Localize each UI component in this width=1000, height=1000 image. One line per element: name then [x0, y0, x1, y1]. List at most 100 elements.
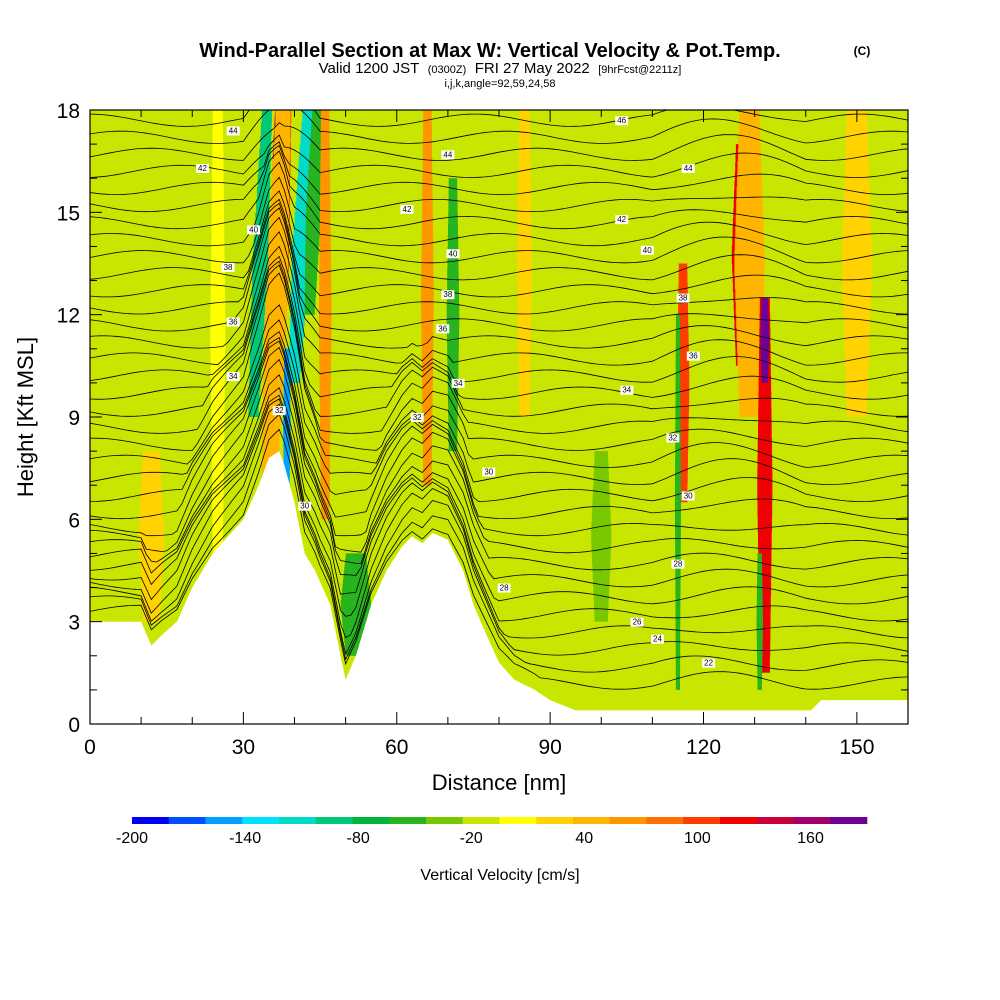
theta-contour-label: 42	[403, 205, 412, 214]
theta-contour-line	[90, 202, 908, 315]
theta-contour-label: 30	[484, 468, 493, 477]
theta-contour-label: 44	[684, 164, 693, 173]
velocity-feature	[591, 451, 612, 622]
theta-contour-label: 42	[617, 215, 626, 224]
theta-contour-label-bg	[441, 290, 455, 300]
colorbar-swatch	[168, 817, 206, 824]
theta-contour-label-bg	[620, 385, 634, 395]
theta-contour-label: 38	[443, 290, 452, 299]
velocity-cell	[674, 314, 681, 690]
theta-contour-line	[90, 231, 908, 366]
valid-date: FRI 27 May 2022	[475, 60, 590, 77]
theta-contour-label: 44	[443, 150, 452, 159]
theta-contour-label: 30	[684, 491, 693, 500]
theta-contour-line	[90, 337, 908, 520]
theta-contour-line	[90, 319, 908, 485]
colorbar-swatch	[609, 817, 647, 824]
theta-contour-label: 38	[224, 263, 233, 272]
theta-contour-label-bg	[226, 126, 240, 136]
colorbar-swatch	[720, 817, 758, 824]
theta-contour-line	[90, 161, 908, 247]
theta-contour-line	[90, 245, 908, 383]
colorbar-tick-label: -140	[229, 830, 261, 847]
theta-contour-label: 32	[413, 413, 422, 422]
velocity-cell	[760, 297, 770, 383]
colorbar-swatch	[315, 817, 353, 824]
y-axis-label: Height [Kft MSL]	[13, 337, 38, 497]
y-tick-label: 0	[68, 714, 80, 737]
terrain-mask	[90, 451, 908, 724]
theta-contour-label-bg	[446, 249, 460, 259]
colorbar-tick-label: -80	[347, 830, 370, 847]
colorbar-swatch	[830, 817, 868, 824]
theta-contour-label: 44	[229, 126, 238, 135]
theta-contour-label: 36	[689, 352, 698, 361]
theta-contour-line	[90, 428, 908, 690]
colorbar-tick-label: -200	[116, 830, 148, 847]
x-tick-label: 60	[385, 736, 408, 759]
velocity-feature	[210, 110, 226, 554]
theta-contour-label-bg	[226, 317, 240, 327]
theta-contour-line	[90, 255, 908, 400]
velocity-cell	[340, 553, 371, 656]
theta-contour-label-bg	[686, 351, 700, 361]
colorbar-ticks: -200 -140 -80 -20 40 100 160	[116, 830, 824, 847]
theta-contour-line	[90, 198, 908, 298]
theta-contour-label-bg	[671, 559, 685, 569]
theta-contour-label-bg	[221, 262, 235, 272]
colorbar-tick-label: -20	[460, 830, 483, 847]
colorbar-swatch	[462, 817, 500, 824]
theta-contour-label-bg	[410, 413, 424, 422]
colorbar-label: Vertical Velocity [cm/s]	[420, 867, 579, 884]
theta-contours	[90, 110, 908, 690]
forecast-info: [9hrFcst@2211z]	[598, 64, 681, 76]
theta-contour-line	[90, 141, 908, 196]
theta-contour-label: 40	[643, 246, 652, 255]
x-tick-label: 90	[538, 736, 561, 759]
velocity-cell	[210, 110, 226, 554]
x-tick-label: 120	[686, 736, 721, 759]
colorbar-tick-label: 160	[797, 830, 824, 847]
velocity-feature	[138, 451, 164, 622]
theta-contour-label: 34	[622, 386, 631, 395]
velocity-cell	[734, 110, 765, 417]
theta-contour-label: 38	[679, 294, 688, 303]
grid-indices: i,j,k,angle=92,59,24,58	[444, 78, 555, 90]
theta-contour-label: 30	[300, 502, 309, 511]
colorbar-swatch	[352, 817, 390, 824]
colorbar-swatch	[646, 817, 684, 824]
theta-contour-line	[90, 304, 908, 468]
y-tick-label: 3	[68, 612, 80, 635]
theta-contour-line	[90, 134, 908, 178]
colorbar-swatch	[683, 817, 721, 824]
velocity-feature	[421, 110, 434, 486]
theta-contour-label-bg	[272, 406, 286, 416]
colorbar-tick-label: 40	[575, 830, 593, 847]
velocity-feature	[261, 110, 291, 503]
theta-contour-label-bg	[482, 467, 496, 477]
colorbar-swatch	[242, 817, 280, 824]
velocity-feature	[340, 553, 371, 656]
valid-prefix: Valid 1200 JST	[319, 60, 420, 77]
velocity-cell	[591, 451, 612, 622]
colorbar-swatch	[499, 817, 537, 824]
y-tick-label: 15	[57, 202, 80, 225]
theta-contour-label-bg	[676, 293, 690, 303]
theta-contour-label-bg	[681, 491, 695, 501]
theta-contour-line	[90, 190, 908, 281]
colorbar-swatch	[426, 817, 464, 824]
theta-contour-label: 36	[229, 317, 238, 326]
copyright-mark: (C)	[854, 44, 871, 58]
theta-contour-label-bg	[195, 163, 209, 173]
theta-contour-label-bg	[615, 116, 629, 126]
theta-contour-label: 36	[438, 324, 447, 333]
theta-contour-line	[90, 216, 908, 349]
valid-time-line: Valid 1200 JST (0300Z) FRI 27 May 2022 […	[319, 60, 682, 77]
x-tick-label: 0	[84, 736, 96, 759]
x-axis: 0 30 60 90 120 150	[84, 110, 909, 759]
theta-contour-label: 34	[454, 379, 463, 388]
velocity-cell	[261, 110, 291, 503]
theta-contour-line	[90, 340, 908, 537]
velocity-cell	[421, 110, 434, 486]
theta-contour-line	[90, 110, 908, 144]
